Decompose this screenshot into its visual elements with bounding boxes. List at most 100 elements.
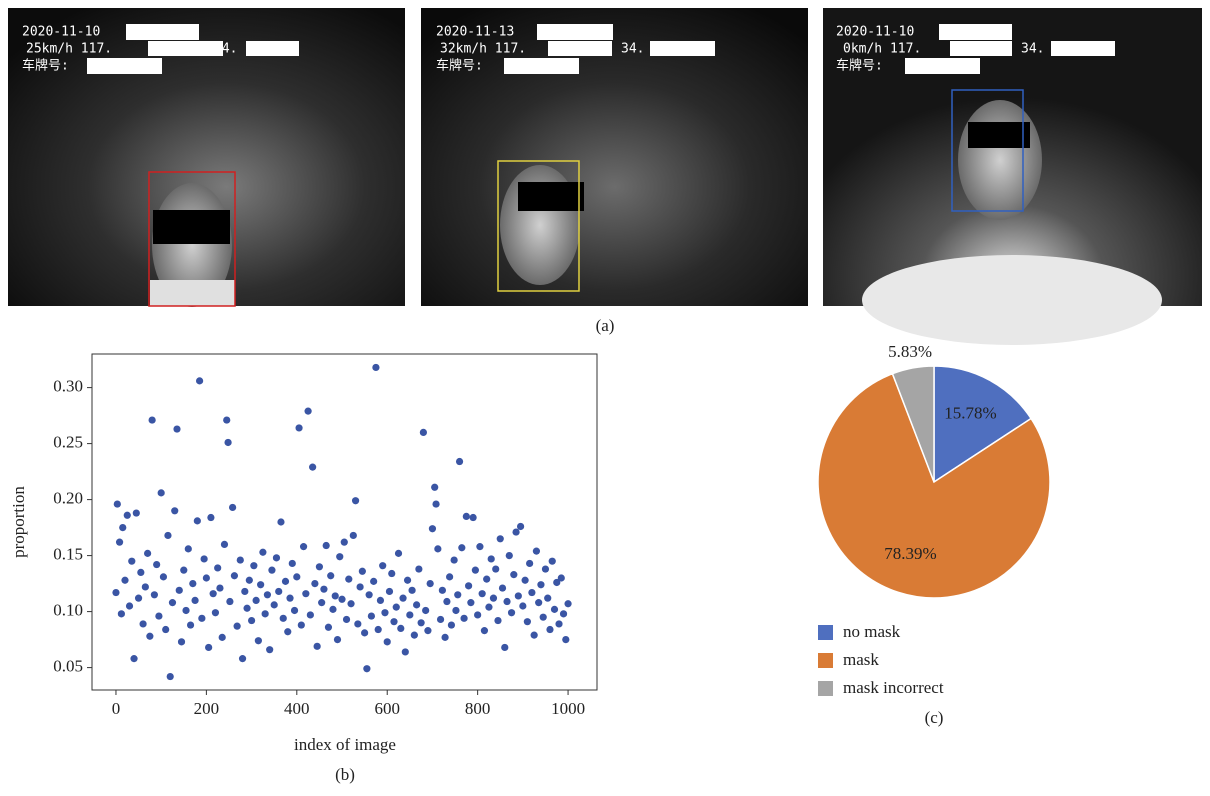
- data-point: [390, 618, 397, 625]
- data-point: [158, 489, 165, 496]
- data-point: [402, 648, 409, 655]
- data-point: [542, 565, 549, 572]
- data-point: [506, 552, 513, 559]
- data-point: [454, 591, 461, 598]
- x-axis-label: index of image: [294, 735, 396, 754]
- data-point: [341, 539, 348, 546]
- data-point: [182, 607, 189, 614]
- data-point: [395, 550, 402, 557]
- data-point: [221, 541, 228, 548]
- data-point: [345, 576, 352, 583]
- data-point: [196, 377, 203, 384]
- data-point: [128, 558, 135, 565]
- data-point: [352, 497, 359, 504]
- data-point: [149, 416, 156, 423]
- data-point: [239, 655, 246, 662]
- data-point: [549, 558, 556, 565]
- data-point: [205, 644, 212, 651]
- data-point: [413, 601, 420, 608]
- data-point: [210, 590, 217, 597]
- data-point: [264, 591, 271, 598]
- data-point: [508, 609, 515, 616]
- data-point: [427, 580, 434, 587]
- data-point: [356, 583, 363, 590]
- data-point: [350, 532, 357, 539]
- data-point: [458, 544, 465, 551]
- data-point: [531, 632, 538, 639]
- y-axis-label: proportion: [9, 486, 28, 558]
- data-point: [189, 580, 196, 587]
- data-point: [133, 509, 140, 516]
- data-point: [124, 512, 131, 519]
- data-point: [171, 507, 178, 514]
- data-point: [325, 624, 332, 631]
- data-point: [300, 543, 307, 550]
- photo-speed: 25km/h 117.: [26, 42, 112, 57]
- x-tick-label: 1000: [551, 699, 585, 718]
- data-point: [139, 620, 146, 627]
- pie-label: 15.78%: [944, 404, 996, 423]
- data-point: [338, 596, 345, 603]
- photo-lat: 34.: [214, 42, 237, 57]
- data-point: [268, 567, 275, 574]
- data-point: [408, 587, 415, 594]
- data-point: [266, 646, 273, 653]
- data-point: [332, 592, 339, 599]
- x-tick-label: 800: [465, 699, 491, 718]
- data-point: [119, 524, 126, 531]
- data-point: [291, 607, 298, 614]
- data-point: [474, 611, 481, 618]
- data-point: [451, 556, 458, 563]
- photo-speed: 0km/h 117.: [843, 42, 921, 57]
- legend-swatch: [818, 681, 833, 696]
- data-point: [472, 567, 479, 574]
- data-point: [515, 592, 522, 599]
- data-point: [135, 595, 142, 602]
- data-point: [216, 584, 223, 591]
- data-point: [429, 525, 436, 532]
- pie-label: 5.83%: [888, 342, 932, 361]
- panel-label: (a): [596, 316, 615, 335]
- data-point: [406, 611, 413, 618]
- data-point: [551, 606, 558, 613]
- data-point: [112, 589, 119, 596]
- data-point: [336, 553, 343, 560]
- data-point: [418, 619, 425, 626]
- pie-label: 78.39%: [884, 544, 936, 563]
- data-point: [432, 500, 439, 507]
- data-point: [359, 568, 366, 575]
- data-point: [160, 573, 167, 580]
- data-point: [207, 514, 214, 521]
- photo-date: 2020-11-10: [22, 25, 100, 40]
- photo-plate: 车牌号:: [436, 58, 483, 74]
- data-point: [411, 632, 418, 639]
- data-point: [519, 602, 526, 609]
- data-point: [422, 607, 429, 614]
- data-point: [126, 602, 133, 609]
- data-point: [329, 606, 336, 613]
- data-point: [234, 623, 241, 630]
- data-point: [372, 364, 379, 371]
- data-point: [334, 636, 341, 643]
- data-point: [214, 564, 221, 571]
- legend-label: no mask: [843, 622, 901, 641]
- data-point: [490, 595, 497, 602]
- data-point: [388, 570, 395, 577]
- data-point: [501, 644, 508, 651]
- data-point: [558, 574, 565, 581]
- data-point: [446, 573, 453, 580]
- data-point: [535, 599, 542, 606]
- data-point: [246, 577, 253, 584]
- data-point: [323, 542, 330, 549]
- data-point: [309, 464, 316, 471]
- data-point: [476, 543, 483, 550]
- data-point: [273, 554, 280, 561]
- data-point: [467, 599, 474, 606]
- data-point: [185, 545, 192, 552]
- photo: 2020-11-13 32km/h 117. 34. 车牌号:: [421, 8, 808, 306]
- data-point: [354, 620, 361, 627]
- data-point: [137, 569, 144, 576]
- data-point: [555, 620, 562, 627]
- data-point: [363, 665, 370, 672]
- data-point: [437, 616, 444, 623]
